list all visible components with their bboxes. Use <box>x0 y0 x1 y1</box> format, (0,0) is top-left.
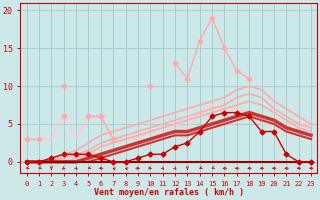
X-axis label: Vent moyen/en rafales ( km/h ): Vent moyen/en rafales ( km/h ) <box>94 188 244 197</box>
